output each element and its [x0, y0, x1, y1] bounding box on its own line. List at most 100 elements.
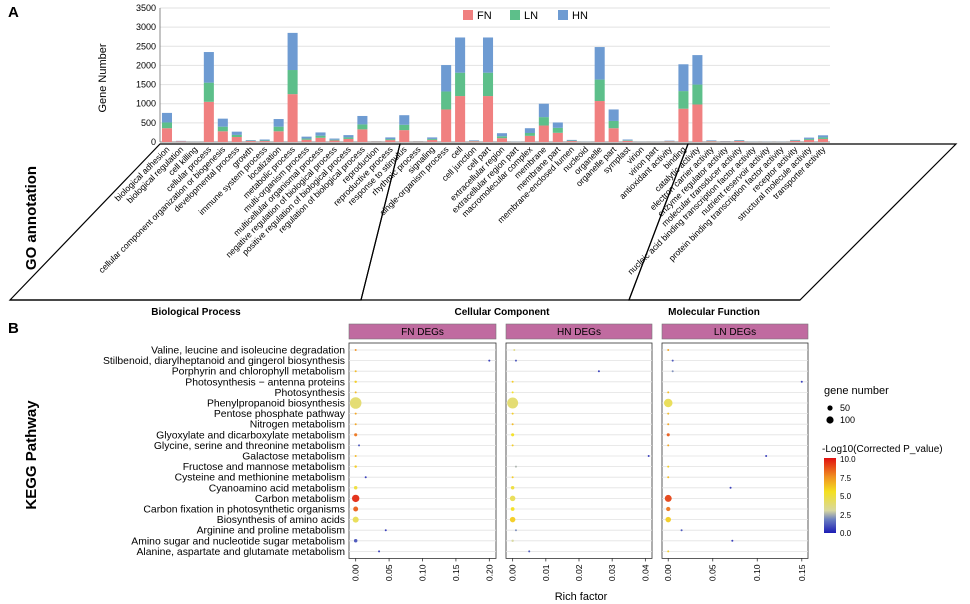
point-fn-degs-photosynthesis	[354, 391, 357, 394]
go-bar-hn-molecular-transducer-activity	[734, 140, 745, 141]
point-hn-degs-galactose-metabolism	[647, 455, 650, 457]
go-bar-ln-catalytic-activity	[692, 84, 703, 105]
go-legend: FN LN HN	[463, 10, 588, 22]
point-ln-degs-valine-leucine-and-isoleucine-degradation	[667, 349, 670, 351]
go-bar-hn-binding	[678, 64, 689, 92]
point-fn-degs-galactose-metabolism	[354, 455, 357, 457]
kegg-label-photosynthesis: Photosynthesis	[275, 388, 345, 399]
go-bar-hn-signaling	[427, 137, 438, 139]
go-bar-fn-reproductive-process	[385, 140, 396, 142]
go-bar-ln-localization	[273, 126, 284, 132]
point-hn-degs-cyanoamino-acid-metabolism	[510, 486, 515, 490]
go-y-tick-label: 2500	[136, 41, 156, 51]
facet-strip-ln-degs	[661, 323, 809, 340]
go-bar-ln-single-organism-process	[441, 91, 452, 110]
go-bar-hn-transporter-activity	[817, 135, 829, 138]
go-bar-fn-multi-organism-process	[301, 139, 312, 142]
point-hn-degs-biosynthesis-of-amino-acids	[509, 516, 516, 523]
go-bar-ln-structural-molecule-activity	[804, 138, 815, 140]
go-y-tick-label: 500	[141, 118, 156, 128]
go-bar-ln-cell	[455, 72, 466, 97]
go-y-tick-label: 1000	[136, 99, 156, 109]
kegg-label-photosynthesis-antenna-proteins: Photosynthesis − antenna proteins	[185, 377, 345, 388]
point-hn-degs-cysteine-and-methionine-metabolism	[511, 476, 514, 479]
group-label-molecular-function: Molecular Function	[668, 307, 760, 318]
point-fn-degs-photosynthesis-antenna-proteins	[354, 380, 357, 384]
kegg-label-fructose-and-mannose-metabolism: Fructose and mannose metabolism	[183, 462, 345, 473]
go-bar-hn-cellular-process	[203, 52, 214, 83]
point-fn-degs-biosynthesis-of-amino-acids	[352, 516, 359, 523]
point-fn-degs-porphyrin-and-chlorophyll-metabolism	[354, 370, 357, 373]
gene-number-legend-title: gene number	[824, 385, 889, 397]
kegg-label-cyanoamino-acid-metabolism: Cyanoamino acid metabolism	[209, 483, 345, 494]
go-bar-ln-extracellular-region	[496, 136, 508, 139]
go-bar-hn-electron-carrier-activity	[706, 140, 717, 141]
go-bar-fn-receptor-activity	[790, 140, 801, 142]
go-bar-fn-cellular-component-organization-or-biogenesis	[217, 131, 228, 142]
point-fn-degs-alanine-aspartate-and-glutamate-metabolism	[378, 550, 381, 553]
point-hn-degs-glyoxylate-and-dicarboxylate-metabolism	[511, 433, 515, 437]
go-bar-ln-membrane-part	[552, 127, 563, 133]
point-ln-degs-galactose-metabolism	[765, 455, 768, 457]
point-fn-degs-carbon-metabolism	[351, 494, 360, 503]
facet-x-tick-label: 0.10	[752, 564, 762, 581]
point-ln-degs-glycine-serine-and-threonine-metabolism	[667, 444, 670, 447]
go-bar-ln-multicellular-organismal-process	[315, 135, 326, 138]
go-bar-fn-membrane-part	[552, 132, 563, 142]
go-bar-ln-signaling	[427, 138, 438, 140]
point-fn-degs-cyanoamino-acid-metabolism	[353, 486, 358, 490]
go-bar-fn-symplast	[622, 140, 633, 142]
point-fn-degs-cysteine-and-methionine-metabolism	[364, 476, 367, 479]
point-hn-degs-pentose-phosphate-pathway	[511, 412, 514, 415]
go-bar-hn-developmental-process	[231, 131, 242, 135]
point-fn-degs-glycine-serine-and-threonine-metabolism	[358, 444, 361, 447]
facet-x-tick-label: 0.00	[351, 564, 361, 581]
facet-x-tick-label: 0.00	[663, 564, 673, 581]
go-bar-ln-negative-regulation-of-biological-process	[329, 139, 340, 141]
legend-swatch-fn	[463, 10, 473, 20]
go-bar-ln-biological-adhesion	[161, 122, 173, 129]
point-ln-degs-glyoxylate-and-dicarboxylate-metabolism	[666, 433, 670, 437]
go-bar-fn-regulation-of-biological-process	[357, 129, 368, 142]
go-y-tick-label: 2000	[136, 60, 156, 70]
kegg-label-carbon-metabolism: Carbon metabolism	[255, 494, 345, 505]
point-fn-degs-nitrogen-metabolism	[354, 423, 357, 426]
go-y-tick-label: 3000	[136, 22, 156, 32]
panel-b-letter: B	[8, 320, 19, 337]
go-bar-fn-transporter-activity	[817, 138, 829, 142]
go-bar-fn-extracellular-region	[496, 138, 508, 142]
point-hn-degs-fructose-and-mannose-metabolism	[514, 465, 517, 468]
go-bar-hn-extracellular-region	[496, 133, 508, 137]
point-hn-degs-amino-sugar-and-nucleotide-sugar-metabolism	[511, 539, 514, 543]
go-bar-fn-response-to-stimulus	[399, 130, 410, 142]
facet-x-tick-label: 0.10	[418, 564, 428, 581]
go-bar-hn-response-to-stimulus	[399, 115, 410, 125]
go-annotation-title: GO annotation	[23, 166, 40, 270]
point-fn-degs-fructose-and-mannose-metabolism	[354, 465, 357, 468]
go-bar-fn-molecular-transducer-activity	[734, 141, 745, 142]
go-bar-hn-positive-regulation-of-biological-process	[343, 135, 354, 138]
facet-title-fn-degs: FN DEGs	[401, 327, 444, 338]
go-bar-fn-membrane-enclosed-lumen	[566, 141, 577, 142]
point-hn-degs-photosynthesis-antenna-proteins	[511, 380, 514, 383]
facet-panel-ln-degs	[661, 342, 809, 559]
kegg-label-nitrogen-metabolism: Nitrogen metabolism	[250, 420, 345, 431]
point-hn-degs-phenylpropanoid-biosynthesis	[507, 397, 519, 409]
point-fn-degs-arginine-and-proline-metabolism	[384, 529, 387, 532]
colorbar-tick-7-5: 7.5	[840, 474, 852, 483]
kegg-pathway-labels: Valine, leucine and isoleucine degradati…	[103, 346, 346, 558]
go-bar-fn-macromolecular-complex	[524, 135, 535, 142]
go-bar-hn-cell	[455, 37, 466, 73]
go-bar-fn-structural-molecule-activity	[804, 139, 815, 142]
point-ln-degs-cysteine-and-methionine-metabolism	[667, 476, 670, 479]
facet-strip-fn-degs	[348, 323, 497, 340]
facet-title-hn-degs: HN DEGs	[557, 327, 601, 338]
kegg-x-axis-label: Rich factor	[555, 591, 608, 603]
point-ln-degs-photosynthesis	[667, 391, 670, 394]
pvalue-colorbar-legend: -Log10(Corrected P_value) 10.0 7.5 5.0 2…	[822, 444, 943, 538]
go-bar-ln-regulation-of-biological-process	[357, 124, 368, 130]
facet-x-tick-label: 0.15	[451, 564, 461, 581]
go-bar-fn-immune-system-process	[259, 141, 270, 142]
go-bar-ln-membrane	[538, 117, 549, 126]
